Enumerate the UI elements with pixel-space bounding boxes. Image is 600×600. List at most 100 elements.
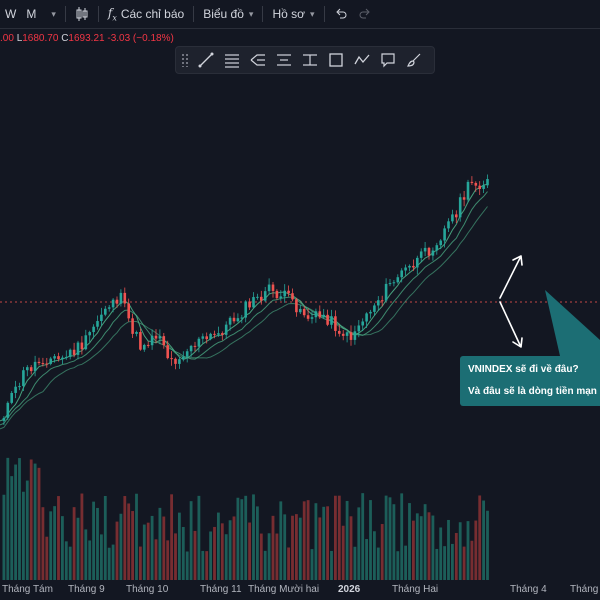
trend-line-tool[interactable] (193, 49, 219, 71)
chart-type-button[interactable] (70, 0, 94, 28)
candle-body (76, 342, 80, 355)
trend-line-icon (198, 52, 214, 68)
x-tick-label: 2026 (338, 584, 361, 595)
volume-bar (478, 495, 482, 580)
candle-body (306, 315, 310, 319)
x-tick-label: Tháng 9 (68, 584, 105, 595)
indicators-label: Các chỉ báo (120, 7, 185, 21)
volume-bar (384, 495, 388, 580)
candle-body (248, 301, 251, 308)
volume-bar (462, 546, 466, 580)
close-value: 1693.21 (68, 33, 105, 44)
profile-menu-button[interactable]: Hồ sơ ▾ (267, 0, 319, 28)
volume-bar (131, 511, 134, 580)
indicators-button[interactable]: fx Các chỉ báo (103, 0, 189, 28)
comment-tool[interactable] (375, 49, 401, 71)
volume-bar (100, 534, 103, 580)
candle-body (80, 342, 84, 350)
toolbar-divider (262, 6, 264, 22)
volume-bar (197, 495, 201, 580)
candle-body (154, 335, 158, 339)
candle-body (462, 197, 466, 200)
fx-icon: fx (107, 5, 117, 23)
candle-body (84, 335, 88, 350)
candle-body (65, 356, 68, 358)
candle-body (41, 363, 45, 365)
volume-bar (298, 517, 302, 580)
candle-body (135, 332, 138, 334)
volume-bar (263, 550, 267, 580)
volume-bar (423, 504, 427, 580)
low-label: L (16, 33, 23, 44)
redo-button[interactable] (353, 0, 377, 28)
candle-body (416, 257, 419, 268)
candle-body (478, 185, 481, 189)
chart-menu-button[interactable]: Biểu đồ ▾ (198, 0, 258, 28)
pitchfork-tool[interactable] (245, 49, 271, 71)
brush-tool[interactable] (401, 49, 427, 71)
low-value: 1680.70 (22, 33, 59, 44)
candle-body (170, 358, 173, 360)
volume-bar (267, 533, 271, 580)
annotation-callout[interactable]: VNINDEX sẽ đi về đâu? Và đâu sẽ là dòng … (460, 356, 600, 406)
candle-body (322, 314, 325, 318)
candle-body (217, 333, 220, 335)
drag-handle[interactable] (181, 53, 189, 67)
candle-body (256, 296, 259, 298)
candle-body (6, 402, 10, 418)
range-tool[interactable] (297, 49, 323, 71)
candle-body (388, 283, 392, 285)
callout-line-2: Và đâu sẽ là dòng tiền mạn (468, 386, 597, 397)
candle-body (209, 333, 212, 340)
rectangle-tool[interactable] (323, 49, 349, 71)
top-toolbar: W M ▾ fx Các chỉ báo Biểu đồ ▾ Hồ sơ ▾ (0, 0, 600, 29)
candle-body (68, 349, 72, 357)
parallel-channel-icon (277, 54, 291, 66)
toolbar-divider (323, 6, 325, 22)
volume-bar (37, 467, 41, 580)
undo-button[interactable] (329, 0, 353, 28)
candle-body (271, 284, 275, 291)
volume-bar (365, 539, 368, 580)
interval-dropdown[interactable]: ▾ (41, 0, 61, 28)
candles (2, 174, 489, 425)
callout-line-1: VNINDEX sẽ đi về đâu? (468, 364, 579, 375)
fib-retracement-tool[interactable] (219, 49, 245, 71)
volume-bar (142, 524, 146, 580)
candle-body (143, 344, 146, 350)
volume-bar (380, 524, 384, 580)
volume-bar (431, 515, 435, 580)
volume-bar (193, 530, 197, 580)
candle-body (104, 308, 107, 315)
candle-body (404, 267, 407, 271)
interval-w-button[interactable]: W (0, 0, 21, 28)
volume-bar (443, 546, 446, 580)
candle-body (252, 297, 255, 308)
volume-bar (345, 500, 349, 580)
candle-body (447, 221, 450, 229)
candle-body (299, 308, 302, 313)
volume-bar (119, 513, 123, 580)
volume-bar (400, 493, 404, 580)
volume-bar (76, 517, 80, 580)
undo-icon (335, 8, 346, 19)
channel-tool[interactable] (271, 49, 297, 71)
candle-body (57, 356, 60, 360)
pattern-tool[interactable] (349, 49, 375, 71)
interval-m-button[interactable]: M (21, 0, 41, 28)
candle-body (455, 214, 458, 218)
candle-body (260, 296, 263, 301)
candle-body (279, 296, 283, 299)
volume-bar (458, 522, 462, 580)
candle-body (458, 197, 462, 218)
candle-body (330, 316, 333, 325)
candle-body (61, 357, 64, 360)
volume-bar (322, 506, 326, 580)
volume-bar (415, 513, 419, 580)
candle-body (295, 299, 298, 313)
volume-bar (205, 551, 209, 580)
candle-body (158, 336, 162, 339)
candle-body (326, 314, 329, 325)
volume-bar (454, 533, 458, 580)
